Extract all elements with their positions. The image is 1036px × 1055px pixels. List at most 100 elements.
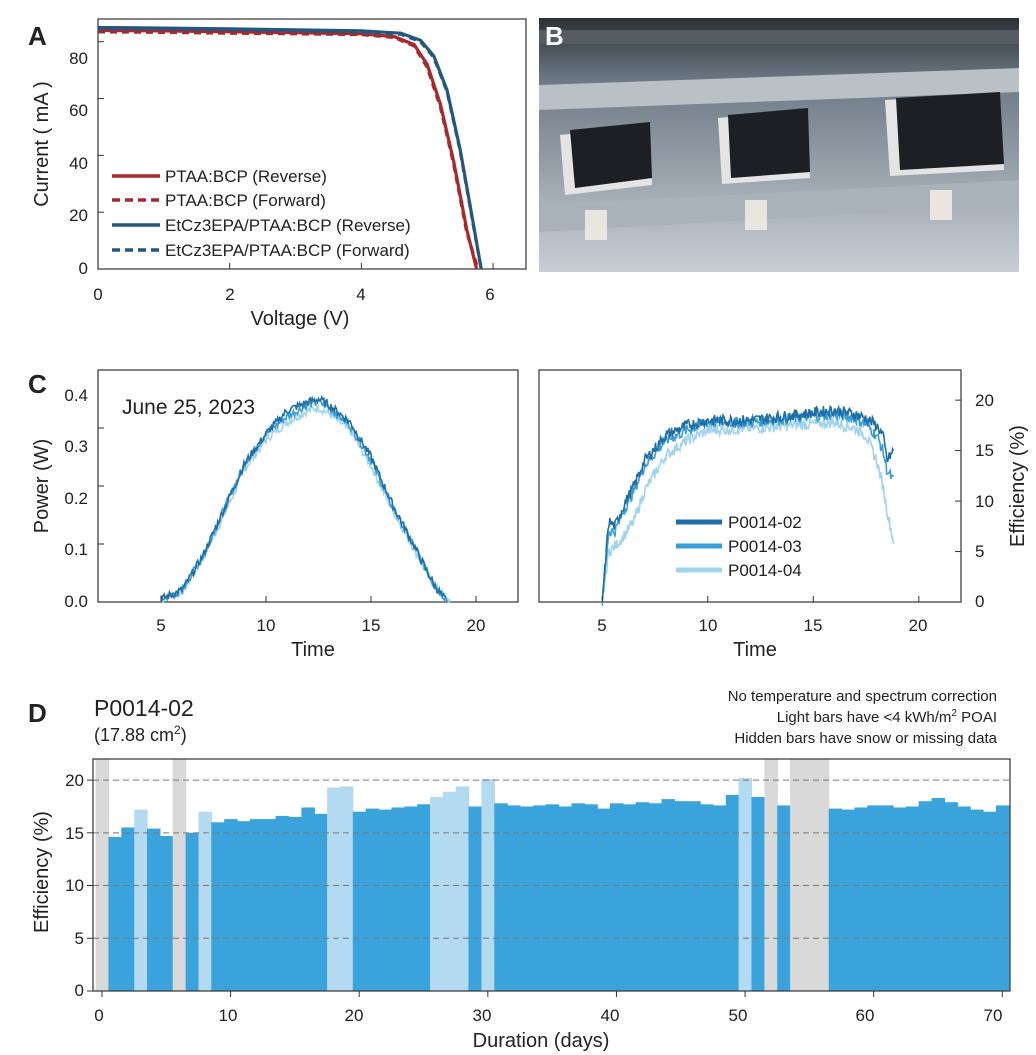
efficiency-bar-day-48 — [712, 805, 727, 991]
photo-rail — [539, 68, 1019, 110]
efficiency-bar-day-35 — [545, 804, 560, 991]
panel-a-ytick-20: 20 — [69, 206, 88, 225]
efficiency-bar-day-55 — [802, 759, 817, 991]
efficiency-bar-day-4 — [147, 828, 161, 991]
efficiency-bar-day-6 — [172, 759, 187, 991]
efficiency-bar-day-31 — [494, 803, 508, 991]
efficiency-bar-day-46 — [687, 801, 701, 991]
panel-a-yticks: 0 20 40 60 80 — [69, 49, 88, 278]
efficiency-bar-day-29 — [468, 806, 482, 991]
efficiency-bar-day-64 — [918, 801, 933, 991]
panel-d-ylabel: Efficiency (%) — [31, 811, 53, 933]
c-left-ytick-2: 0.2 — [64, 489, 88, 508]
panel-d-note-3: Hidden bars have snow or missing data — [734, 730, 997, 747]
efficiency-line-P0014-04 — [601, 415, 895, 599]
panel-a-xtick-6: 6 — [485, 285, 494, 304]
efficiency-bar-day-70 — [995, 805, 1010, 991]
panel-c-date: June 25, 2023 — [122, 396, 255, 419]
efficiency-bar-day-2 — [121, 827, 135, 991]
efficiency-bar-day-3 — [134, 809, 148, 991]
panel-b-photo — [539, 18, 1019, 272]
area-sup: 2 — [174, 723, 181, 737]
panel-c-right-xticks: 5 10 15 20 — [597, 616, 927, 635]
d-xtick-60: 60 — [856, 1006, 875, 1025]
efficiency-bar-day-62 — [893, 807, 907, 991]
panel-c-left-xticks: 5 10 15 20 — [156, 616, 485, 635]
panel-d-yticks: 0 5 10 15 20 — [65, 771, 84, 1000]
efficiency-bar-day-58 — [841, 809, 855, 991]
c-left-ytick-0: 0.0 — [64, 592, 88, 611]
efficiency-bar-day-40 — [610, 803, 624, 991]
efficiency-bar-day-9 — [211, 822, 225, 991]
efficiency-bar-day-23 — [391, 807, 405, 991]
efficiency-bar-day-16 — [301, 807, 315, 991]
efficiency-bar-day-56 — [815, 759, 830, 991]
d-xtick-20: 20 — [345, 1006, 364, 1025]
efficiency-bar-day-26 — [430, 797, 444, 991]
panel-d-note-1: No temperature and spectrum correction — [728, 688, 997, 705]
efficiency-bar-day-41 — [622, 804, 637, 991]
note2-a: Light bars have <4 kWh/m — [777, 709, 952, 726]
c-right-xtick-10: 10 — [699, 616, 718, 635]
d-ytick-5: 5 — [75, 929, 84, 948]
photo-rail — [539, 180, 1019, 232]
efficiency-bar-day-25 — [417, 804, 431, 991]
efficiency-bar-day-49 — [725, 794, 740, 991]
panel-c-right-xlabel: Time — [733, 639, 777, 661]
efficiency-bar-day-60 — [867, 805, 881, 991]
efficiency-bar-day-10 — [224, 819, 238, 991]
legend-p04: P0014-04 — [728, 561, 802, 580]
d-xtick-10: 10 — [219, 1006, 238, 1025]
efficiency-bar-day-63 — [905, 806, 920, 991]
d-xtick-0: 0 — [94, 1006, 103, 1025]
panel-c-left-plot — [97, 369, 519, 604]
panel-a-xticks: 0 2 4 6 — [93, 285, 494, 304]
efficiency-bar-day-50 — [738, 778, 753, 991]
c-right-ytick-10: 10 — [975, 492, 994, 511]
legend-etcz-forward: EtCz3EPA/PTAA:BCP (Forward) — [165, 241, 410, 260]
efficiency-bar-day-42 — [635, 802, 650, 991]
efficiency-line-P0014-02 — [601, 404, 895, 600]
power-line-P0014-03 — [160, 396, 448, 603]
d-xtick-30: 30 — [473, 1006, 492, 1025]
efficiency-bar-day-52 — [764, 759, 778, 991]
efficiency-bar-day-13 — [262, 819, 277, 991]
c-left-xtick-5: 5 — [156, 616, 165, 635]
d-ytick-10: 10 — [65, 876, 84, 895]
solar-module-3 — [885, 92, 1004, 176]
efficiency-bar-day-51 — [751, 797, 765, 991]
legend-ptaa-reverse: PTAA:BCP (Reverse) — [165, 167, 327, 186]
efficiency-bar-day-36 — [558, 806, 573, 991]
panel-c-left-yticks: 0.0 0.1 0.2 0.3 0.4 — [64, 386, 88, 611]
d-xtick-40: 40 — [601, 1006, 620, 1025]
panel-c-label: C — [28, 369, 47, 399]
c-left-ytick-3: 0.3 — [64, 437, 88, 456]
panel-d-xticks: 0 10 20 30 40 50 60 70 — [94, 1006, 1002, 1025]
note2-b: POAI — [957, 709, 997, 726]
efficiency-bar-day-39 — [597, 808, 611, 991]
c-right-ytick-15: 15 — [975, 441, 994, 460]
panel-d-note-2: Light bars have <4 kWh/m2 POAI — [777, 708, 997, 726]
legend-ptaa-forward: PTAA:BCP (Forward) — [165, 191, 326, 210]
photo-clamp — [585, 210, 607, 240]
panel-a-label: A — [28, 21, 47, 51]
power-line-P0014-04 — [160, 404, 451, 604]
panel-a-xlabel: Voltage (V) — [251, 308, 350, 330]
efficiency-bar-day-66 — [944, 802, 958, 991]
panel-d-device: P0014-02 — [94, 695, 194, 721]
efficiency-bar-day-37 — [571, 803, 585, 991]
note2-sup: 2 — [951, 708, 957, 719]
efficiency-bar-day-8 — [198, 811, 212, 991]
efficiency-bar-day-17 — [314, 813, 328, 991]
panel-b-label: B — [545, 21, 564, 51]
efficiency-bar-day-59 — [854, 807, 868, 991]
panel-c-left-xlabel: Time — [291, 639, 335, 661]
panel-c-left-ylabel: Power (W) — [31, 439, 53, 533]
c-left-xtick-15: 15 — [362, 616, 381, 635]
panel-c-right-yticks: 0 5 10 15 20 — [975, 391, 994, 611]
efficiency-bar-day-44 — [661, 799, 675, 991]
efficiency-bar-day-21 — [365, 808, 380, 991]
panel-a-xtick-2: 2 — [225, 285, 234, 304]
c-right-ytick-0: 0 — [975, 592, 984, 611]
